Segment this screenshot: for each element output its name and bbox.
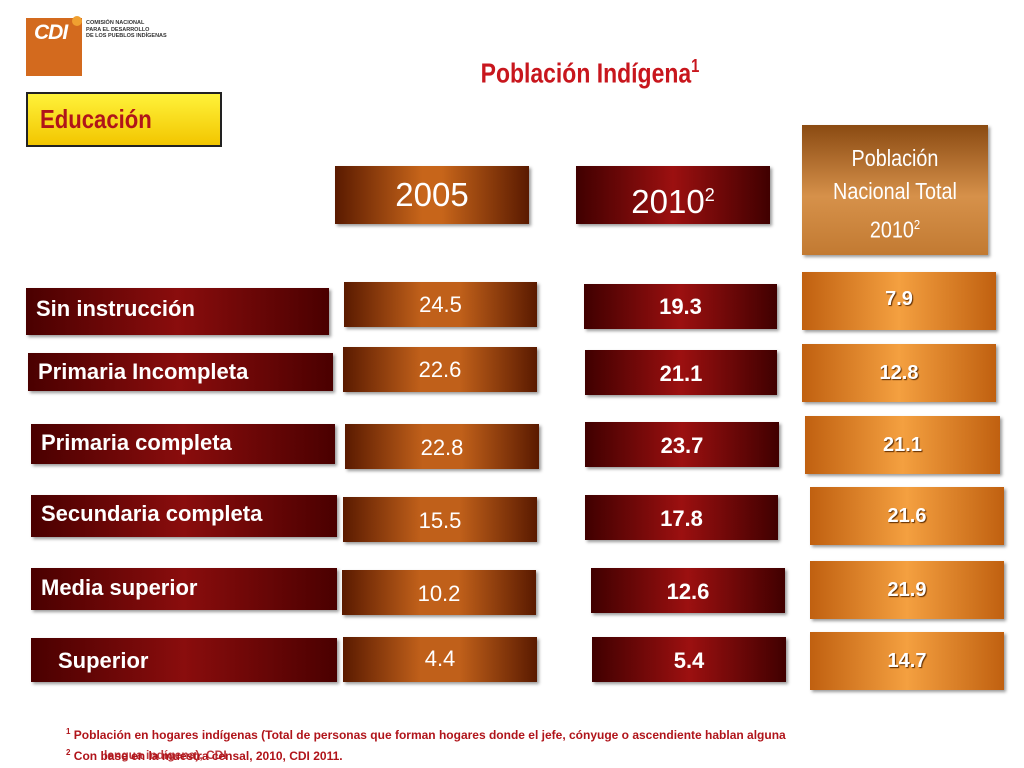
value-2005: 10.2 [342, 570, 536, 615]
value-2010: 5.4 [592, 637, 786, 682]
value-nacional: 7.9 [802, 272, 996, 330]
row-label: Primaria Incompleta [28, 353, 333, 391]
footnote-1: 1 Población en hogares indígenas (Total … [66, 727, 786, 742]
value-nacional: 21.6 [810, 487, 1004, 545]
value-2005: 15.5 [343, 497, 537, 542]
page-title: Población Indígena1 [480, 56, 700, 89]
row-label: Superior [31, 638, 337, 682]
section-badge: Educación [26, 92, 222, 147]
logo-dot-icon [72, 16, 82, 26]
value-2005: 4.4 [343, 637, 537, 682]
footnote-2: 2 Con base en la muestra censal, 2010, C… [66, 748, 343, 763]
row-label: Sin instrucción [26, 288, 329, 335]
footnote-1-continuation: lengua indígena), CDI [104, 748, 227, 762]
value-2010: 21.1 [585, 350, 777, 395]
value-2010: 12.6 [591, 568, 785, 613]
cdi-logo-letters: CDI [34, 21, 68, 44]
value-nacional: 21.1 [805, 416, 1000, 474]
value-2010: 19.3 [584, 284, 777, 329]
value-2005: 22.6 [343, 347, 537, 392]
row-label: Media superior [31, 568, 337, 610]
value-2010: 23.7 [585, 422, 779, 467]
value-2005: 24.5 [344, 282, 537, 327]
value-nacional: 21.9 [810, 561, 1004, 619]
value-2010: 17.8 [585, 495, 778, 540]
row-label: Primaria completa [31, 424, 335, 464]
cdi-org-name: COMISIÓN NACIONAL PARA EL DESARROLLO DE … [86, 20, 167, 39]
value-2005: 22.8 [345, 424, 539, 469]
row-label: Secundaria completa [31, 495, 337, 537]
header-2005: 2005 [335, 166, 529, 224]
cdi-logo [26, 18, 82, 76]
value-nacional: 12.8 [802, 344, 996, 402]
value-nacional: 14.7 [810, 632, 1004, 690]
header-2010: 20102 [576, 166, 770, 224]
header-nacional: Población Nacional Total 20102 [802, 125, 988, 255]
